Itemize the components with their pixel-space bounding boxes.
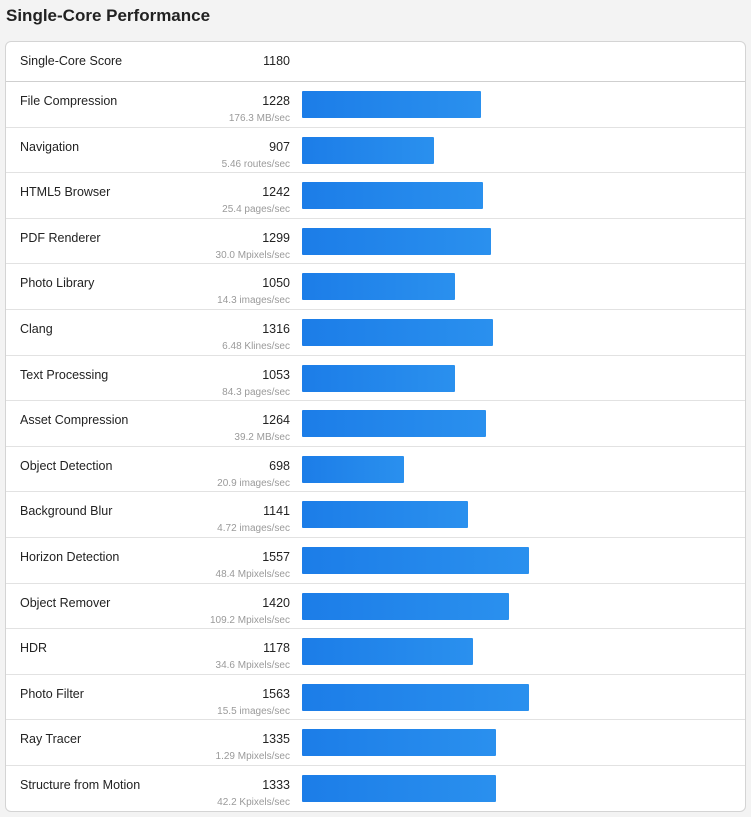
benchmark-score: 1141 bbox=[263, 504, 290, 519]
benchmark-name: Object Remover bbox=[20, 595, 111, 610]
benchmark-score: 907 bbox=[269, 139, 290, 154]
table-row: Asset Compression 1264 39.2 MB/sec bbox=[6, 401, 745, 447]
table-row: Object Remover 1420 109.2 Mpixels/sec bbox=[6, 584, 745, 630]
benchmark-rate: 176.3 MB/sec bbox=[228, 113, 290, 124]
benchmark-rate: 109.2 Mpixels/sec bbox=[209, 614, 290, 626]
benchmark-score: 1420 bbox=[262, 595, 290, 610]
overall-score-row: Single-Core Score 1180 bbox=[6, 42, 745, 82]
benchmark-rate: 84.3 pages/sec bbox=[222, 386, 290, 398]
benchmark-bar bbox=[302, 683, 530, 711]
benchmark-name: HTML5 Browser bbox=[20, 185, 111, 200]
benchmark-name: Navigation bbox=[20, 139, 80, 154]
page-title: Single-Core Performance bbox=[6, 6, 211, 25]
benchmark-score: 1228 bbox=[262, 94, 290, 108]
benchmark-name: PDF Renderer bbox=[20, 230, 101, 245]
benchmark-bar bbox=[302, 91, 481, 118]
benchmark-score: 1242 bbox=[262, 185, 290, 200]
table-row: Photo Filter 1563 15.5 images/sec bbox=[6, 675, 745, 721]
benchmark-rate: 20.9 images/sec bbox=[217, 477, 290, 489]
benchmark-name: Structure from Motion bbox=[20, 778, 141, 792]
table-row: Object Detection 698 20.9 images/sec bbox=[6, 447, 745, 493]
benchmark-name: Background Blur bbox=[20, 504, 113, 519]
benchmark-score: 698 bbox=[269, 458, 290, 473]
benchmark-bar bbox=[302, 410, 486, 438]
benchmark-bar bbox=[302, 227, 491, 255]
benchmark-rate: 14.3 images/sec bbox=[217, 295, 290, 307]
benchmark-name: Clang bbox=[20, 322, 53, 336]
benchmark-name: Photo Library bbox=[20, 276, 95, 291]
overall-score-value: 1180 bbox=[263, 54, 290, 68]
benchmark-name: Object Detection bbox=[20, 458, 113, 473]
benchmark-bar bbox=[302, 273, 455, 301]
benchmark-score: 1053 bbox=[262, 367, 290, 382]
table-row: Text Processing 1053 84.3 pages/sec bbox=[6, 356, 745, 402]
benchmark-score: 1178 bbox=[263, 641, 290, 656]
table-row: Clang 1316 6.48 Klines/sec bbox=[6, 310, 745, 356]
table-row: Navigation 907 5.46 routes/sec bbox=[6, 128, 745, 174]
benchmark-name: Ray Tracer bbox=[20, 732, 82, 747]
benchmark-rate: 30.0 Mpixels/sec bbox=[215, 249, 290, 261]
benchmark-name: Horizon Detection bbox=[20, 550, 120, 564]
benchmark-bar bbox=[302, 136, 434, 164]
table-row: Structure from Motion 1333 42.2 Kpixels/se… bbox=[6, 766, 745, 811]
table-row: PDF Renderer 1299 30.0 Mpixels/sec bbox=[6, 219, 745, 265]
table-row: HTML5 Browser 1242 25.4 pages/sec bbox=[6, 173, 745, 219]
benchmark-name: HDR bbox=[20, 641, 48, 656]
results-table: Single-Core Score 1180 File Compression 1… bbox=[5, 41, 746, 812]
benchmark-name: File Compression bbox=[20, 94, 118, 108]
benchmark-bar bbox=[302, 364, 456, 392]
table-row: Photo Library 1050 14.3 images/sec bbox=[6, 264, 745, 310]
benchmark-rate: 42.2 Kpixels/sec bbox=[217, 797, 290, 808]
table-row: Background Blur 1141 4.72 images/sec bbox=[6, 492, 745, 538]
benchmark-bar bbox=[302, 182, 483, 210]
benchmark-name: Asset Compression bbox=[20, 413, 129, 428]
benchmark-name: Photo Filter bbox=[20, 686, 84, 701]
benchmark-bar bbox=[302, 592, 509, 620]
benchmark-bar bbox=[302, 547, 529, 574]
table-row: HDR 1178 34.6 Mpixels/sec bbox=[6, 629, 745, 675]
benchmark-rate: 6.48 Klines/sec bbox=[222, 341, 290, 352]
benchmark-score: 1316 bbox=[262, 322, 290, 336]
table-row: Horizon Detection 1557 48.4 Mpixels/sec bbox=[6, 538, 745, 584]
benchmark-bar bbox=[302, 729, 497, 757]
benchmark-score: 1299 bbox=[262, 230, 290, 245]
benchmark-rate: 1.29 Mpixels/sec bbox=[215, 751, 290, 763]
table-row: File Compression 1228 176.3 MB/sec bbox=[6, 82, 745, 128]
overall-score-label: Single-Core Score bbox=[20, 54, 123, 68]
benchmark-rate: 34.6 Mpixels/sec bbox=[215, 660, 290, 672]
benchmark-bar bbox=[302, 775, 496, 802]
benchmark-bar bbox=[302, 638, 474, 666]
benchmark-rate: 4.72 images/sec bbox=[217, 523, 290, 535]
benchmark-score: 1050 bbox=[262, 276, 290, 291]
benchmark-score: 1563 bbox=[262, 686, 290, 701]
benchmark-bar bbox=[302, 455, 404, 483]
benchmark-rate: 15.5 images/sec bbox=[217, 705, 290, 717]
benchmark-bar bbox=[302, 501, 468, 529]
benchmark-score: 1335 bbox=[262, 732, 290, 747]
benchmark-score: 1333 bbox=[262, 778, 290, 792]
benchmark-score: 1557 bbox=[262, 550, 290, 564]
benchmark-rate: 5.46 routes/sec bbox=[221, 158, 290, 170]
benchmark-bar bbox=[302, 319, 494, 346]
benchmark-rate: 39.2 MB/sec bbox=[234, 432, 290, 444]
benchmark-score: 1264 bbox=[262, 413, 290, 428]
benchmark-name: Text Processing bbox=[20, 367, 109, 382]
benchmark-rate: 48.4 Mpixels/sec bbox=[215, 569, 290, 580]
table-row: Ray Tracer 1335 1.29 Mpixels/sec bbox=[6, 720, 745, 766]
benchmark-rate: 25.4 pages/sec bbox=[222, 204, 290, 216]
